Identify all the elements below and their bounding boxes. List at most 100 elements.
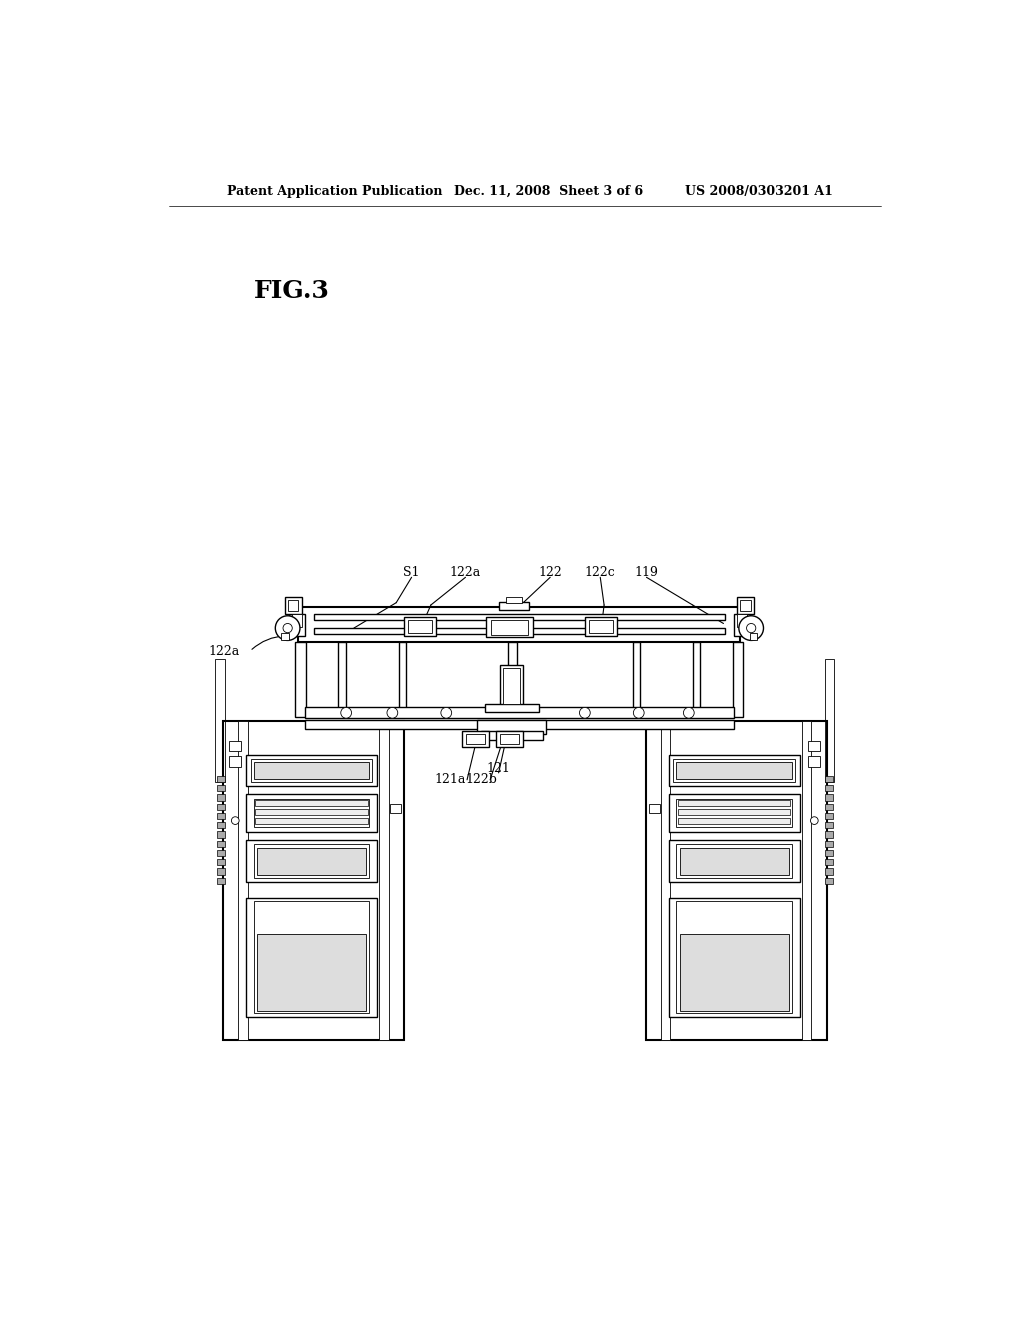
Bar [255, 800, 368, 807]
Circle shape [739, 615, 764, 640]
Bar [669, 755, 800, 785]
Bar [680, 933, 788, 1011]
Bar [285, 597, 301, 614]
Bar [304, 708, 734, 718]
Bar [499, 602, 529, 610]
Bar [677, 762, 792, 779]
Bar [737, 597, 755, 614]
Bar [295, 642, 306, 717]
Circle shape [683, 708, 694, 718]
Bar [500, 665, 523, 708]
Bar [217, 878, 224, 884]
Bar [217, 859, 224, 866]
Bar [740, 601, 752, 611]
Circle shape [231, 817, 240, 825]
Circle shape [283, 623, 292, 632]
Text: Dec. 11, 2008  Sheet 3 of 6: Dec. 11, 2008 Sheet 3 of 6 [454, 185, 643, 198]
Bar [508, 642, 517, 717]
Bar [825, 822, 833, 829]
Bar [217, 776, 224, 781]
Bar [313, 614, 725, 620]
Bar [734, 614, 750, 636]
Bar [229, 741, 242, 751]
Bar [403, 618, 436, 636]
Bar [379, 721, 388, 1040]
Bar [246, 755, 377, 785]
Bar [825, 813, 833, 818]
Bar [251, 759, 373, 781]
Bar [490, 619, 528, 635]
Bar [313, 628, 725, 635]
Bar [246, 793, 377, 832]
Bar [802, 721, 811, 1040]
Text: 122: 122 [539, 566, 562, 579]
Bar [239, 721, 248, 1040]
Circle shape [810, 817, 818, 825]
Text: 122b: 122b [465, 774, 497, 787]
Bar [677, 845, 792, 878]
Text: 122c: 122c [585, 566, 615, 579]
Bar [477, 719, 547, 734]
Bar [733, 642, 743, 717]
Bar [669, 793, 800, 832]
Text: 121: 121 [486, 762, 511, 775]
Bar [217, 841, 224, 847]
Bar [223, 721, 403, 1040]
Bar [678, 818, 791, 825]
Text: 121a: 121a [434, 774, 466, 787]
Bar [282, 632, 289, 640]
Bar [737, 614, 746, 627]
Bar [292, 614, 301, 627]
Bar [808, 741, 820, 751]
Bar [589, 619, 613, 634]
Bar [257, 933, 367, 1011]
Bar [825, 785, 833, 792]
Bar [825, 850, 833, 857]
Text: S1: S1 [403, 566, 420, 579]
Bar [669, 840, 800, 882]
Bar [254, 845, 370, 878]
Bar [481, 730, 543, 739]
Bar [680, 847, 788, 875]
Circle shape [634, 708, 644, 718]
Bar [217, 804, 224, 810]
Bar [662, 721, 671, 1040]
Bar [254, 799, 370, 826]
Bar [825, 869, 833, 875]
Bar [677, 902, 792, 1014]
Bar [825, 659, 835, 781]
Text: FIG.3: FIG.3 [254, 279, 330, 302]
Bar [257, 847, 367, 875]
Bar [503, 668, 520, 705]
Circle shape [275, 615, 300, 640]
Bar [674, 759, 795, 781]
Circle shape [387, 708, 397, 718]
Text: Patent Application Publication: Patent Application Publication [226, 185, 442, 198]
Bar [298, 607, 740, 642]
Bar [825, 804, 833, 810]
Bar [229, 756, 242, 767]
Text: 119: 119 [635, 566, 658, 579]
Bar [750, 632, 758, 640]
Bar [825, 878, 833, 884]
Bar [246, 898, 377, 1016]
Bar [500, 734, 519, 744]
Circle shape [746, 623, 756, 632]
Circle shape [341, 708, 351, 718]
Circle shape [441, 708, 452, 718]
Bar [506, 597, 521, 603]
Bar [254, 902, 370, 1014]
Bar [217, 785, 224, 792]
Bar [678, 800, 791, 807]
Bar [339, 642, 346, 717]
Bar [255, 809, 368, 816]
Bar [808, 756, 820, 767]
Bar [677, 799, 792, 826]
Bar [633, 642, 640, 717]
Bar [304, 719, 734, 729]
Bar [825, 776, 833, 781]
Bar [254, 762, 370, 779]
Bar [217, 813, 224, 818]
Bar [825, 841, 833, 847]
Bar [390, 804, 400, 813]
